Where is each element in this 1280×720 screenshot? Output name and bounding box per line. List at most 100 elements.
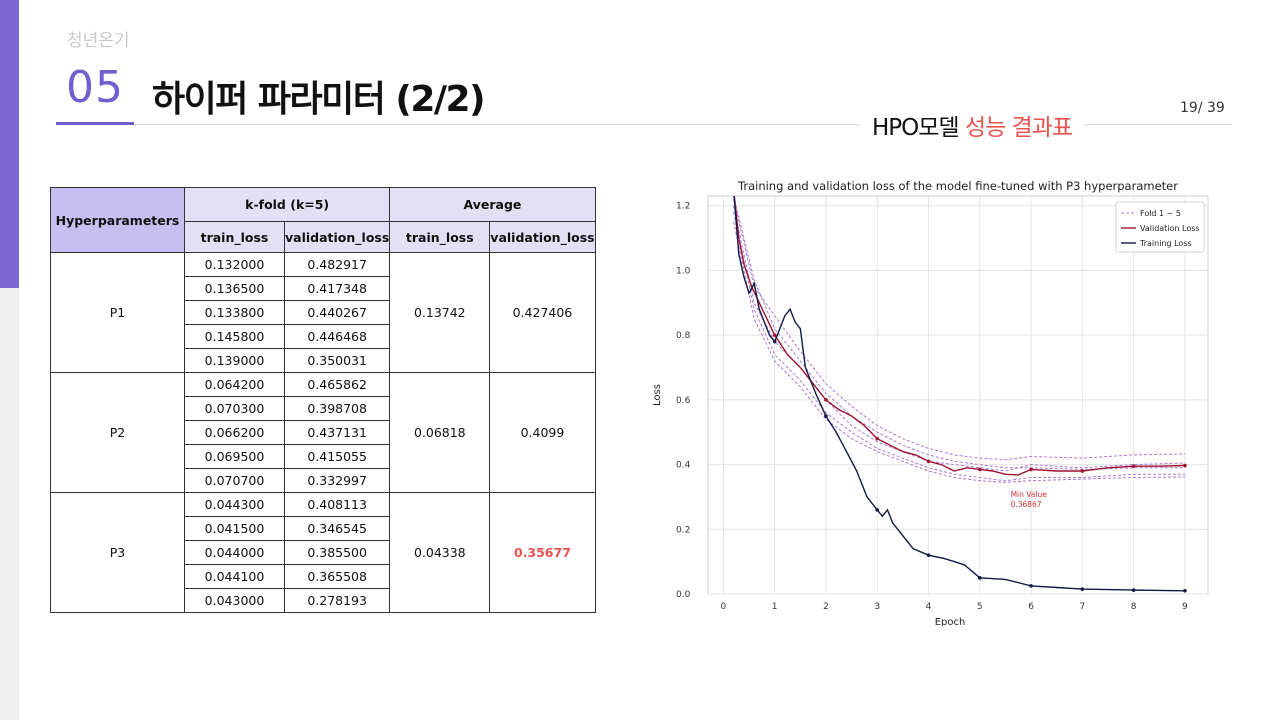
fold-train-loss-cell: 0.041500 [184, 516, 285, 541]
fold-train-loss-cell: 0.066200 [184, 420, 285, 445]
table-row: 0.043000 0.278193 [51, 588, 596, 613]
fold-train-loss-cell: 0.044000 [184, 540, 285, 565]
fold-validation-loss-cell: 0.398708 [283, 396, 391, 421]
group-name-cell: P2 [50, 372, 185, 493]
x-tick-label: 9 [1182, 602, 1188, 612]
fold-validation-loss-cell: 0.385500 [283, 540, 391, 565]
x-tick-label: 7 [1079, 602, 1085, 612]
series-point [824, 398, 828, 402]
table-row: 0.145800 0.446468 [51, 324, 596, 349]
x-axis-label: Epoch [935, 617, 966, 626]
series-point [772, 339, 777, 344]
subheader-train-loss: train_loss [184, 221, 285, 253]
header-divider [134, 124, 1232, 125]
fold-validation-loss-cell: 0.446468 [283, 324, 391, 349]
section-number: 05 [66, 62, 124, 113]
series-point [875, 436, 880, 441]
table-row: 0.041500 0.346545 [51, 516, 596, 541]
header-hyperparameters: Hyperparameters [50, 187, 185, 253]
fold-validation-loss-cell: 0.332997 [283, 468, 391, 493]
series-point [1029, 467, 1033, 472]
fold-validation-loss-cell: 0.437131 [283, 420, 391, 445]
subheader-validation-loss: validation_loss [283, 221, 391, 253]
y-tick-label: 0.2 [676, 525, 690, 535]
legend-entry: Training Loss [1139, 239, 1192, 248]
y-tick-label: 0.0 [676, 590, 691, 600]
x-tick-label: 6 [1028, 602, 1034, 612]
series-point [772, 333, 777, 337]
legend-entry: Validation Loss [1140, 224, 1200, 233]
fold-validation-loss-cell: 0.465862 [283, 372, 391, 397]
series-point [1183, 463, 1187, 468]
group-name-cell: P1 [50, 252, 185, 373]
fold-validation-loss-cell: 0.440267 [283, 300, 391, 325]
table-row: P3 0.044300 0.408113 0.04338 0.35677 [50, 492, 596, 613]
x-tick-label: 5 [977, 602, 983, 612]
table-row: 0.044000 0.385500 [51, 540, 596, 565]
legend-box [1115, 201, 1205, 253]
fold-validation-loss-cell: 0.415055 [283, 444, 391, 469]
series-point [824, 414, 828, 418]
table-row: 0.070300 0.398708 [51, 396, 596, 421]
chart-title: Training and validation loss of the mode… [737, 179, 1178, 193]
series-point [1080, 587, 1085, 591]
series-point [977, 576, 982, 580]
y-tick-label: 0.6 [676, 396, 691, 406]
legend-entry: Fold 1 ~ 5 [1140, 209, 1181, 218]
y-tick-label: 1.0 [676, 266, 691, 276]
annotation-label: Min Value [1011, 490, 1048, 499]
series-point [926, 553, 931, 557]
training-loss-line [733, 196, 1185, 592]
fold-series-line [733, 221, 1185, 483]
table-row: 0.070700 0.332997 [51, 468, 596, 493]
fold-train-loss-cell: 0.136500 [184, 276, 285, 301]
header-kfold: k-fold (k=5) [183, 187, 391, 222]
fold-train-loss-cell: 0.043000 [184, 588, 285, 613]
group-name-cell: P3 [50, 492, 185, 613]
x-tick-label: 0 [721, 602, 727, 612]
fold-series-line [733, 196, 1185, 470]
fold-validation-loss-cell: 0.278193 [283, 588, 391, 613]
series-point [1183, 588, 1187, 593]
avg-validation-loss-cell: 0.4099 [489, 372, 596, 493]
loss-chart: 0 1 2 3 4 5 6 7 8 9 0.0 0.2 0.4 0.6 0.8 1.0 1.2 Training … [652, 179, 1209, 626]
table-row: 0.136500 0.417348 [51, 276, 596, 301]
x-tick-label: 2 [823, 602, 829, 612]
series-point [1080, 469, 1085, 473]
y-tick-label: 0.4 [676, 461, 691, 471]
fold-series-line [733, 212, 1185, 482]
fold-train-loss-cell: 0.064200 [184, 372, 285, 397]
page-number: 19/ 39 [1180, 100, 1225, 116]
series-point [875, 508, 880, 512]
fold-validation-loss-cell: 0.365508 [283, 564, 391, 589]
subheader-avg-validation-loss: validation_loss [489, 221, 596, 253]
avg-validation-loss-cell: 0.35677 [489, 492, 596, 613]
fold-train-loss-cell: 0.069500 [184, 444, 285, 469]
table-row: P1 0.132000 0.482917 0.13742 0.427406 [50, 252, 596, 373]
fold-train-loss-cell: 0.044100 [184, 564, 285, 589]
avg-train-loss-cell: 0.04338 [389, 492, 491, 613]
avg-train-loss-cell: 0.06818 [389, 372, 491, 493]
fold-train-loss-cell: 0.145800 [184, 324, 285, 349]
results-table: Hyperparameters k-fold (k=5) Average tra… [50, 187, 596, 613]
table-row: 0.133800 0.440267 [51, 300, 596, 325]
series-point [1029, 584, 1033, 588]
slide-subtitle: HPO모델 성능 결과표 [860, 108, 1085, 142]
x-tick-label: 4 [926, 602, 932, 612]
fold-validation-loss-cell: 0.482917 [283, 252, 391, 277]
brand-label: 청년온기 [67, 31, 130, 51]
subtitle-prefix: HPO모델 [872, 115, 965, 141]
fold-train-loss-cell: 0.070700 [184, 468, 285, 493]
series-point [1131, 588, 1136, 592]
annotation-value: 0.36867 [1011, 500, 1042, 509]
fold-validation-loss-cell: 0.350031 [283, 348, 391, 373]
subheader-avg-train-loss: train_loss [389, 221, 491, 253]
series-point [977, 467, 982, 472]
y-tick-label: 0.8 [676, 331, 691, 341]
left-accent-bar [0, 0, 19, 288]
fold-train-loss-cell: 0.133800 [184, 300, 285, 325]
avg-train-loss-cell: 0.13742 [389, 252, 491, 373]
fold-validation-loss-cell: 0.408113 [283, 492, 391, 517]
plot-area [707, 195, 1209, 595]
y-axis-label: Loss [652, 384, 663, 406]
